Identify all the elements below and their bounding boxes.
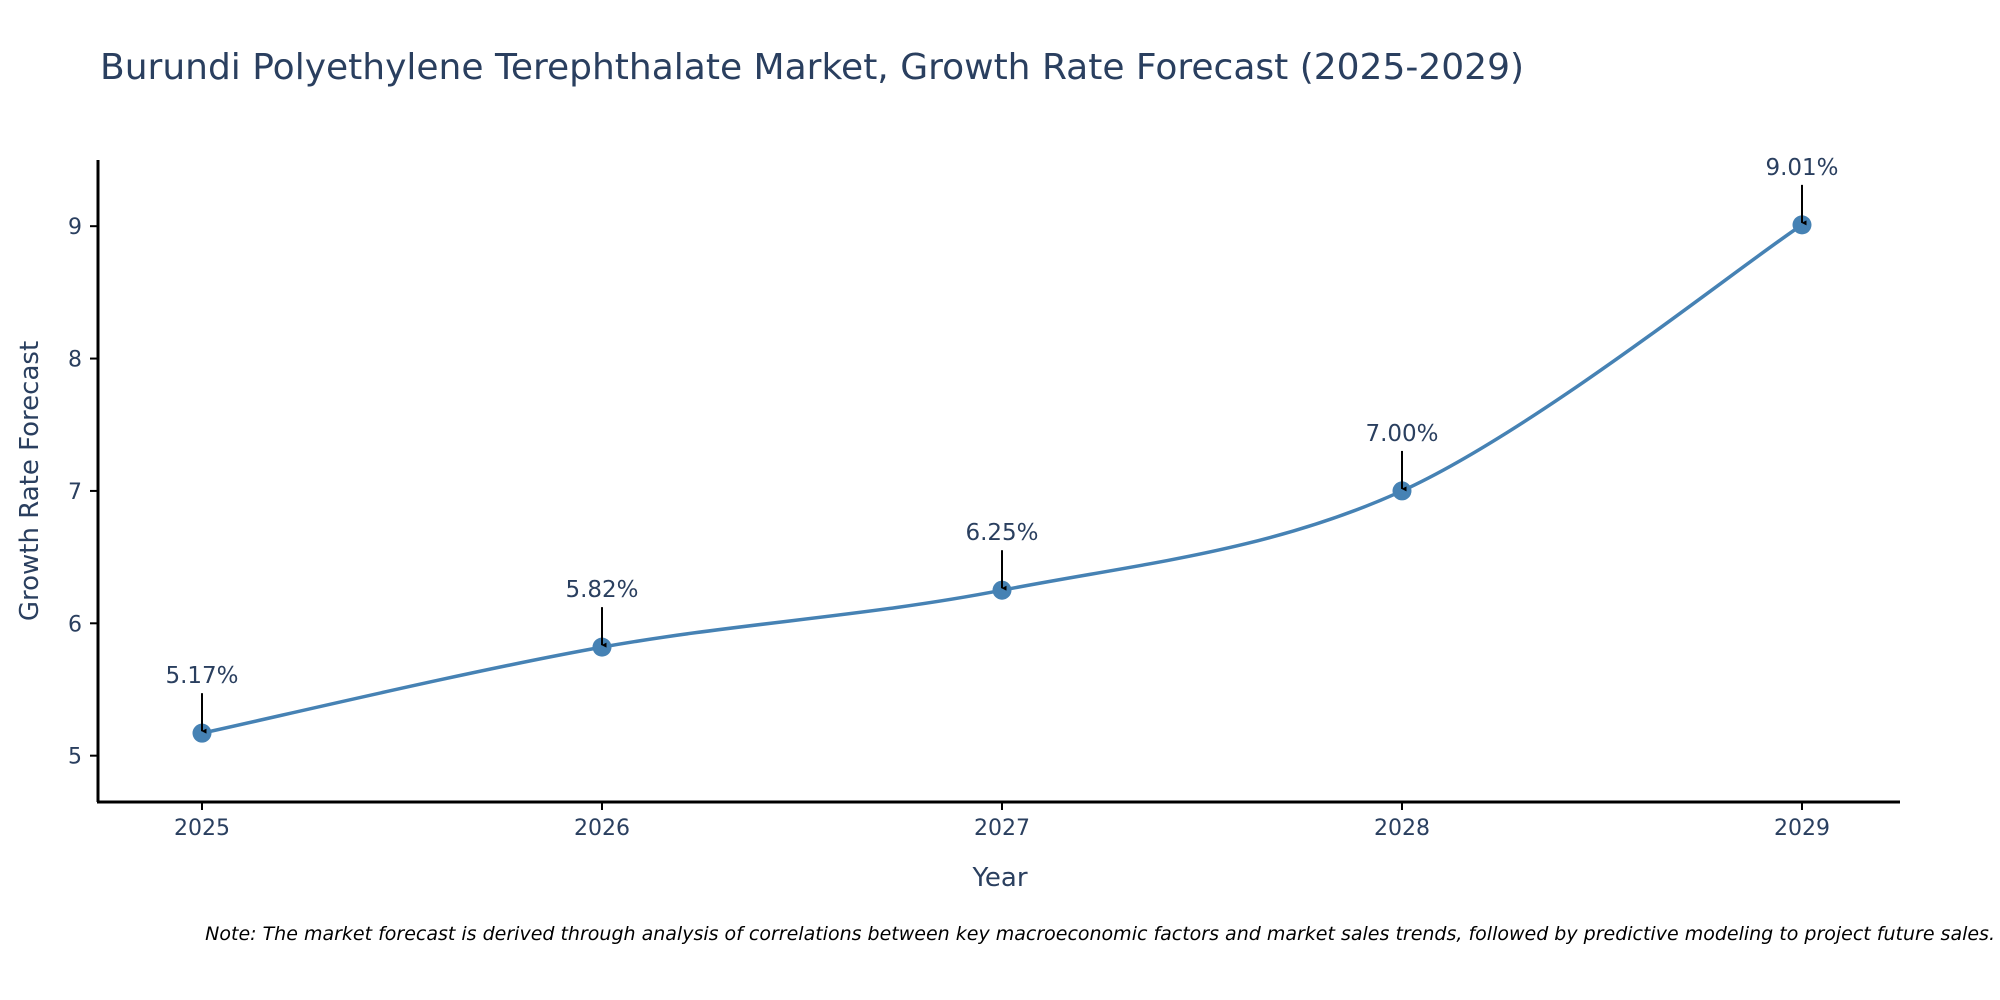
- footnote: Note: The market forecast is derived thr…: [205, 923, 1995, 945]
- x-axis-title: Year: [971, 863, 1027, 893]
- chart-title: Burundi Polyethylene Terephthalate Marke…: [100, 47, 1524, 88]
- data-label: 7.00%: [1365, 421, 1438, 447]
- series-line: [201, 223, 1803, 735]
- x-tick-label: 2028: [1374, 816, 1430, 841]
- y-tick-label: 5: [68, 745, 82, 770]
- data-label: 5.82%: [565, 577, 638, 603]
- data-label: 5.17%: [165, 663, 238, 689]
- x-tick-label: 2026: [574, 816, 630, 841]
- y-tick-label: 9: [68, 215, 82, 240]
- y-tick-label: 7: [68, 480, 82, 505]
- x-axis: 2025 2026 2027 2028 2029: [97, 800, 1900, 841]
- data-annotations: 5.17% 5.82% 6.25% 7.00% 9.01%: [165, 155, 1839, 734]
- y-axis: 5 6 7 8 9: [68, 160, 100, 802]
- y-axis-title: Growth Rate Forecast: [15, 341, 45, 621]
- x-tick-label: 2027: [974, 816, 1030, 841]
- series-growth-rate: [192, 215, 1812, 743]
- y-tick-label: 8: [68, 348, 82, 373]
- data-label: 9.01%: [1765, 155, 1838, 181]
- y-tick-label: 6: [68, 612, 82, 637]
- x-tick-label: 2029: [1774, 816, 1830, 841]
- x-tick-label: 2025: [174, 816, 230, 841]
- data-label: 6.25%: [965, 520, 1038, 546]
